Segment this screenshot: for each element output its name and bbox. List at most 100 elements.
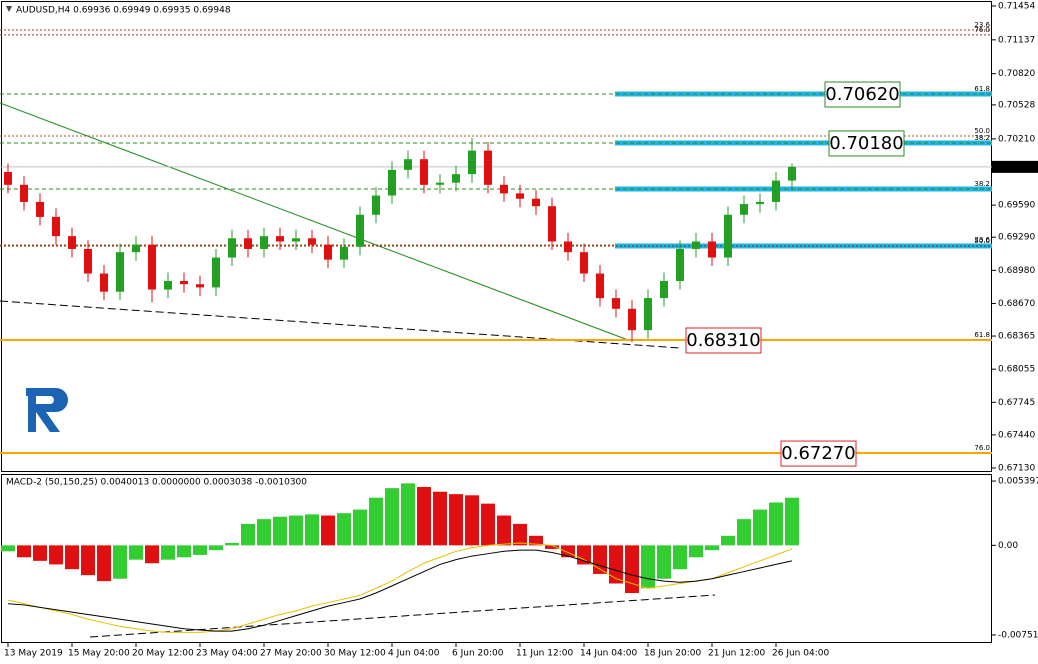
macd-bar — [65, 545, 79, 570]
macd-bar — [225, 542, 239, 546]
candle-body — [372, 195, 380, 215]
macd-bar — [513, 523, 527, 546]
logo — [26, 388, 68, 432]
macd-bar — [785, 497, 799, 546]
candle-body — [276, 236, 284, 242]
macd-line — [7, 542, 793, 633]
logo-r — [28, 388, 68, 432]
macd-bar — [721, 535, 735, 546]
level-label: 61.8 — [974, 331, 990, 339]
candle-body — [708, 241, 716, 258]
candle-body — [676, 248, 684, 282]
candle-body — [436, 182, 444, 185]
y-tick-label: 0.68980 — [998, 266, 1035, 276]
macd-bar — [241, 523, 255, 546]
candle-body — [308, 238, 316, 245]
candle-body — [84, 248, 92, 274]
macd-bar — [305, 514, 319, 546]
candle-body — [260, 236, 268, 249]
candle-body — [516, 193, 524, 199]
y-tick-label: 0.69290 — [998, 233, 1035, 243]
candle-body — [180, 281, 188, 285]
x-tick-label: 20 May 12:00 — [132, 649, 194, 659]
candle-body — [20, 184, 28, 202]
macd-bar — [673, 545, 687, 570]
macd-bar — [705, 545, 719, 551]
candle-body — [388, 169, 396, 196]
macd-bar — [497, 515, 511, 546]
candle-body — [772, 180, 780, 202]
candle-body — [116, 252, 124, 292]
x-tick-label: 14 Jun 04:00 — [580, 649, 637, 659]
y-tick-label: 0.71454 — [998, 1, 1035, 11]
macd-bar — [577, 545, 591, 565]
macd-bar — [657, 545, 671, 579]
candle-body — [644, 298, 652, 331]
candle-body — [532, 198, 540, 207]
candle-body — [68, 236, 76, 249]
level-label: 76.0 — [974, 26, 990, 34]
macd-bar — [129, 545, 143, 560]
macd-bar — [145, 545, 159, 564]
x-tick-label: 11 Jun 12:00 — [516, 649, 573, 659]
x-tick-label: 26 Jun 04:00 — [772, 649, 829, 659]
candle-body — [660, 281, 668, 299]
candle-body — [356, 214, 364, 247]
trend-line — [0, 102, 629, 341]
last-price-label: 0.69948 — [996, 162, 1033, 172]
annotation-box — [685, 327, 762, 354]
candle-body — [196, 284, 204, 288]
annotation: 0.70620 — [825, 84, 899, 105]
candle-body — [692, 241, 700, 249]
macd-bar — [209, 545, 223, 551]
macd-line — [7, 549, 793, 632]
annotation-box — [780, 440, 857, 467]
y-tick-label: 0.67440 — [998, 430, 1035, 440]
x-tick-label: 15 May 20:00 — [68, 649, 130, 659]
macd-bar — [481, 503, 495, 546]
macd-bar — [401, 483, 415, 546]
y-tick-label: -0.007519 — [998, 630, 1038, 640]
macd-bar — [1, 545, 15, 552]
candle-body — [548, 206, 556, 242]
y-tick-label: 0.68365 — [998, 332, 1035, 342]
x-tick-label: 21 Jun 12:00 — [708, 649, 765, 659]
x-tick-label: 30 May 12:00 — [324, 649, 386, 659]
chart-title: AUDUSD,H4 0.69936 0.69949 0.69935 0.6994… — [16, 6, 231, 16]
candle-body — [740, 204, 748, 215]
x-tick-label: 27 May 20:00 — [260, 649, 322, 659]
candle-body — [484, 150, 492, 185]
y-tick-label: 0.67745 — [998, 398, 1035, 408]
candle-body — [500, 184, 508, 194]
x-tick-label: 18 Jun 20:00 — [644, 649, 701, 659]
macd-bar — [273, 516, 287, 546]
level-zone — [615, 243, 992, 249]
candle-body — [228, 238, 236, 258]
macd-bar — [193, 545, 207, 555]
candle-body — [724, 214, 732, 258]
y-tick-label: 0.68670 — [998, 299, 1035, 309]
y-tick-label: 0.69590 — [998, 201, 1035, 211]
macd-bar — [609, 545, 623, 584]
y-tick-label: 0.71137 — [998, 35, 1035, 45]
macd-bar — [625, 545, 639, 594]
y-tick-label: 0.70528 — [998, 100, 1035, 110]
x-tick-label: 23 May 04:00 — [196, 649, 258, 659]
x-tick-label: 13 May 2019 — [4, 649, 63, 659]
x-tick-label: 6 Jun 20:00 — [452, 649, 504, 659]
macd-bar — [353, 509, 367, 546]
candle-body — [100, 273, 108, 292]
level-label: 38.2 — [974, 180, 990, 188]
macd-bar — [97, 545, 111, 582]
macd-panel — [1, 474, 992, 643]
candle-body — [596, 273, 604, 299]
candle-body — [340, 246, 348, 260]
candle-body — [36, 201, 44, 217]
level-label: 23.6 — [974, 236, 990, 244]
candle-body — [580, 252, 588, 274]
annotation-box — [828, 130, 905, 157]
logo-block — [26, 388, 34, 396]
annotation: 0.67270 — [781, 443, 855, 464]
candle-body — [612, 298, 620, 309]
candle-body — [452, 174, 460, 183]
